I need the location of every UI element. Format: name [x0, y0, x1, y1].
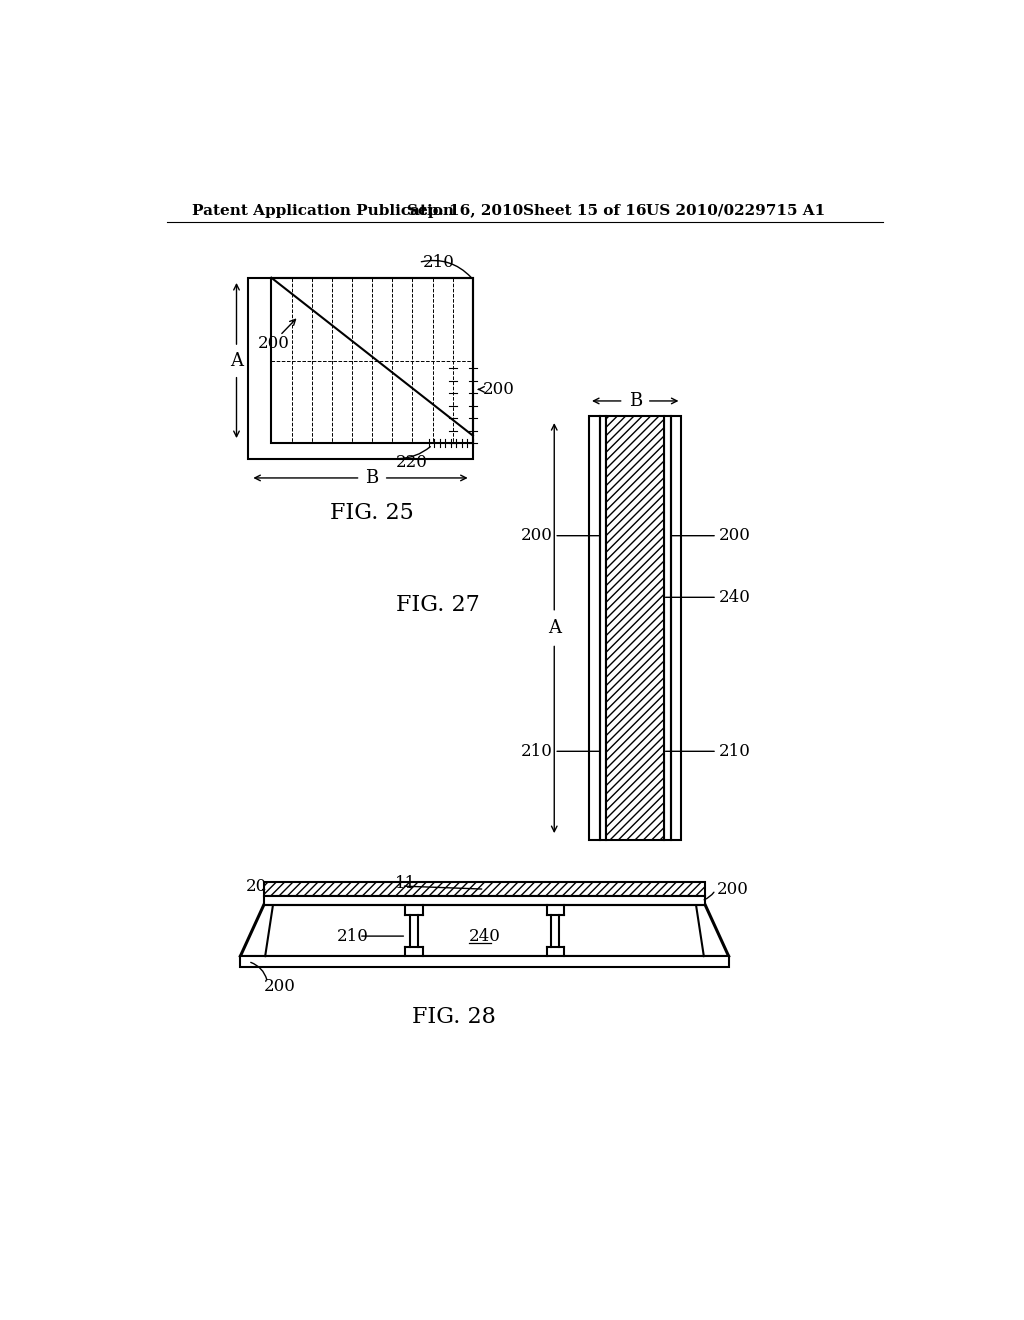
- Bar: [589, 416, 600, 840]
- Text: 200: 200: [263, 978, 296, 995]
- Text: FIG. 28: FIG. 28: [412, 1006, 496, 1028]
- Bar: [263, 896, 706, 906]
- Bar: [271, 277, 473, 444]
- Text: US 2010/0229715 A1: US 2010/0229715 A1: [646, 203, 825, 218]
- Text: 200: 200: [521, 527, 553, 544]
- Text: 240: 240: [469, 928, 501, 945]
- Text: 210: 210: [521, 743, 553, 760]
- Text: 220: 220: [395, 454, 427, 471]
- Text: 210: 210: [337, 928, 369, 945]
- Text: Patent Application Publication: Patent Application Publication: [191, 203, 454, 218]
- Text: 210: 210: [719, 743, 751, 760]
- Text: 210: 210: [423, 253, 455, 271]
- Text: Sep. 16, 2010: Sep. 16, 2010: [407, 203, 523, 218]
- Bar: [665, 416, 671, 840]
- Bar: [671, 416, 681, 840]
- Text: 200: 200: [258, 335, 290, 351]
- Text: B: B: [629, 392, 642, 411]
- Bar: [606, 416, 665, 840]
- Bar: [600, 416, 606, 840]
- Text: 200: 200: [719, 527, 751, 544]
- Text: FIG. 25: FIG. 25: [331, 502, 414, 524]
- Text: A: A: [230, 352, 243, 370]
- Text: FIG. 27: FIG. 27: [396, 594, 480, 616]
- Text: B: B: [366, 469, 379, 487]
- Bar: [263, 882, 706, 896]
- Text: 200: 200: [717, 882, 749, 899]
- Bar: [248, 277, 473, 459]
- Text: A: A: [548, 619, 561, 638]
- Text: 240: 240: [719, 589, 751, 606]
- Bar: [241, 956, 729, 966]
- Text: 200: 200: [483, 381, 515, 397]
- Text: 20: 20: [246, 878, 267, 895]
- Text: 11: 11: [395, 875, 417, 891]
- Text: Sheet 15 of 16: Sheet 15 of 16: [523, 203, 647, 218]
